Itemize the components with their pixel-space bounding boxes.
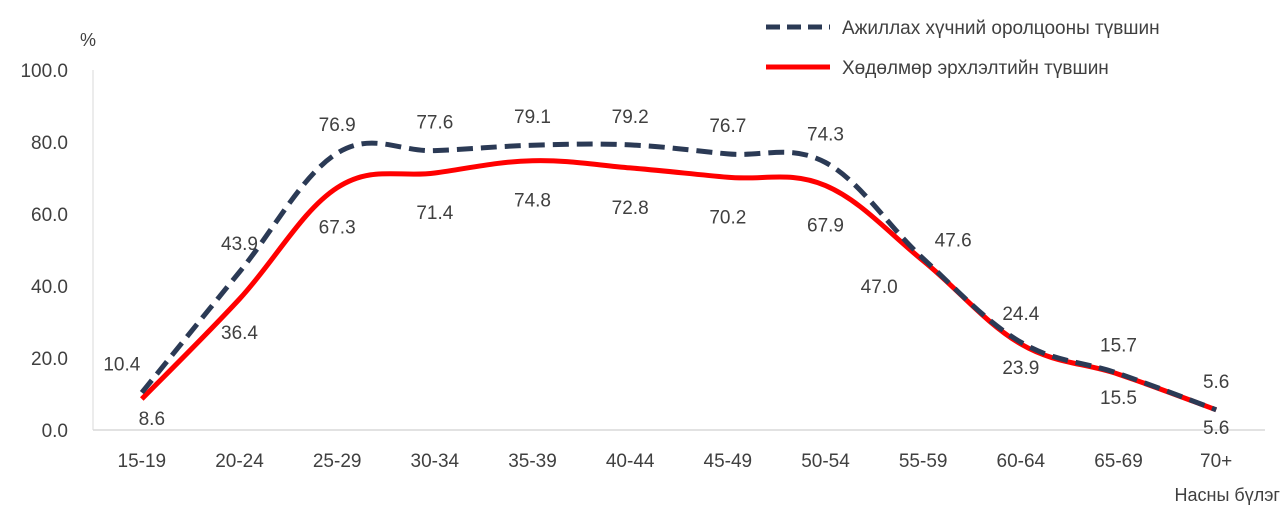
data-label-employment: 5.6	[1203, 418, 1229, 439]
y-tick-label: 20.0	[31, 349, 68, 370]
series-lines	[139, 140, 1218, 413]
data-label-employment: 15.5	[1100, 388, 1137, 409]
data-label-participation: 76.7	[709, 116, 746, 137]
data-label-participation: 79.2	[612, 107, 649, 128]
data-label-employment: 23.9	[1002, 358, 1039, 379]
y-axis-ticks: 0.0 20.0 40.0 60.0 80.0 100.0	[20, 61, 68, 442]
legend: Ажиллах хүчний оролцооны түвшин Хөдөлмөр…	[766, 18, 1160, 79]
data-label-participation: 10.4	[103, 355, 140, 376]
y-tick-label: 60.0	[31, 205, 68, 226]
data-label-participation: 24.4	[1002, 304, 1039, 325]
y-tick-label: 40.0	[31, 277, 68, 298]
x-tick-label: 70+	[1200, 451, 1232, 472]
data-label-employment: 8.6	[139, 409, 165, 430]
y-tick-label: 80.0	[31, 133, 68, 154]
data-label-participation: 47.6	[935, 231, 972, 252]
data-label-employment: 67.3	[319, 218, 356, 239]
series-line-employment	[140, 158, 1218, 413]
x-tick-label: 65-69	[1094, 451, 1143, 472]
y-axis-title: %	[80, 30, 96, 50]
y-tick-label: 0.0	[42, 421, 68, 442]
data-label-employment: 36.4	[221, 323, 258, 344]
x-tick-label: 20-24	[215, 451, 264, 472]
x-axis-title: Насны бүлэг	[1175, 485, 1281, 505]
data-label-employment: 72.8	[612, 198, 649, 219]
x-tick-label: 30-34	[411, 451, 460, 472]
data-label-participation: 76.9	[319, 115, 356, 136]
data-label-employment: 70.2	[709, 207, 746, 228]
data-label-participation: 77.6	[416, 113, 453, 134]
data-label-participation: 43.9	[221, 234, 258, 255]
data-label-employment: 67.9	[807, 216, 844, 237]
data-label-employment: 71.4	[416, 203, 453, 224]
x-tick-label: 45-49	[704, 451, 753, 472]
data-label-participation: 79.1	[514, 107, 551, 128]
data-labels: 10.4 43.9 76.9 77.6 79.1 79.2 76.7 74.3 47.6 24.4…	[103, 107, 1229, 439]
x-axis-ticks: 15-19 20-24 25-29 30-34 35-39 40-44 45-49 50-54…	[118, 451, 1233, 472]
x-tick-label: 40-44	[606, 451, 655, 472]
data-label-employment: 74.8	[514, 191, 551, 212]
data-label-participation: 74.3	[807, 125, 844, 146]
series-line-participation	[139, 140, 1218, 413]
x-tick-label: 50-54	[801, 451, 850, 472]
data-label-employment: 47.0	[861, 277, 898, 298]
x-tick-label: 55-59	[899, 451, 948, 472]
data-label-participation: 5.6	[1203, 372, 1229, 393]
legend-label-employment: Хөдөлмөр эрхлэлтийн түвшин	[842, 58, 1109, 79]
x-tick-label: 60-64	[997, 451, 1046, 472]
data-label-participation: 15.7	[1100, 335, 1137, 356]
y-tick-label: 100.0	[20, 61, 68, 82]
x-tick-label: 35-39	[508, 451, 557, 472]
x-tick-label: 25-29	[313, 451, 362, 472]
legend-label-participation: Ажиллах хүчний оролцооны түвшин	[842, 18, 1160, 39]
x-tick-label: 15-19	[118, 451, 167, 472]
